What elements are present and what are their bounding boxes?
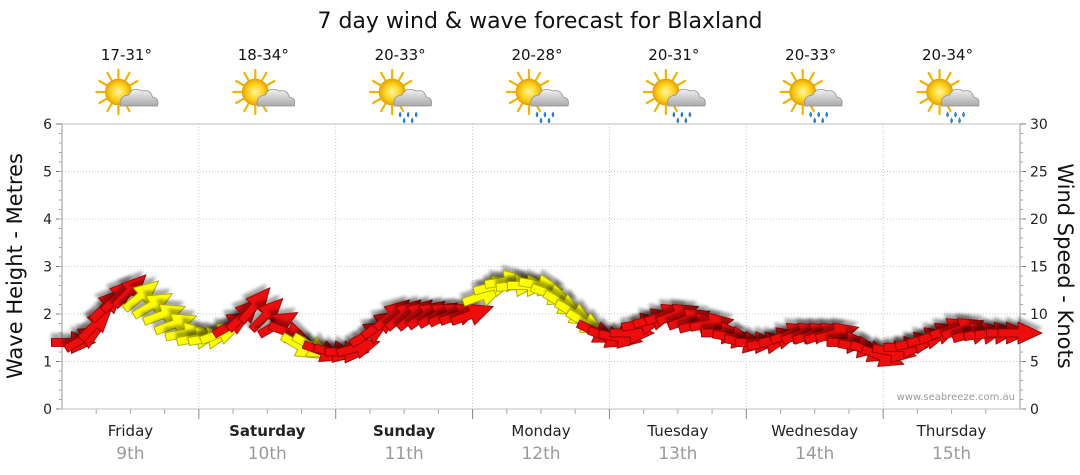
right-tick-label: 0	[1030, 402, 1039, 418]
day-labels: Friday 9th Saturday 10th Sunday 11th Monday 12t…	[95, 409, 987, 464]
temperature-range: 18-34°	[238, 46, 289, 64]
right-tick-label: 20	[1030, 212, 1048, 228]
partly-cloudy-icon	[95, 68, 159, 116]
left-axis-title: Wave Height - Metres	[3, 153, 27, 379]
day-date-label: 11th	[385, 444, 424, 464]
right-tick-label: 10	[1030, 307, 1048, 323]
left-tick-label: 3	[43, 260, 52, 276]
day-name-label: Sunday	[373, 422, 436, 440]
day-name-label: Monday	[511, 422, 570, 440]
right-tick-label: 15	[1030, 260, 1048, 276]
right-tick-label: 25	[1030, 165, 1048, 181]
right-tick-label: 30	[1030, 117, 1048, 133]
temperature-range: 20-28°	[511, 46, 562, 64]
wind-arrow	[131, 293, 173, 320]
temperature-range: 20-31°	[648, 46, 699, 64]
day-name-label: Tuesday	[646, 422, 708, 440]
right-axis-title: Wind Speed - Knots	[1053, 163, 1077, 368]
wind-arrow	[153, 313, 198, 336]
day-name-label: Wednesday	[771, 422, 858, 440]
wind-arrow	[111, 274, 147, 310]
day-date-label: 12th	[521, 444, 560, 464]
right-axis: 0 5 10 15 20 25 30	[1019, 117, 1048, 418]
left-tick-label: 2	[43, 307, 52, 323]
wind-arrow	[997, 321, 1043, 345]
daily-forecast-strip: 17-31° 18-34° 20-33° 20-28° 20-31° 20-33° 20-3…	[95, 46, 980, 124]
temperature-range: 17-31°	[101, 46, 152, 64]
rain-shower-icon	[779, 68, 843, 124]
wind-arrow	[121, 280, 160, 313]
day-date-label: 14th	[795, 444, 834, 464]
wind-arrow	[238, 287, 271, 325]
temperature-range: 20-34°	[922, 46, 973, 64]
left-axis: 0 1 2 3 4 5 6	[43, 117, 63, 418]
day-name-label: Friday	[108, 422, 154, 440]
day-date-label: 13th	[658, 444, 697, 464]
wind-arrows	[51, 269, 1043, 367]
plot-area	[61, 123, 1021, 410]
watermark: www.seabreeze.com.au	[897, 392, 1015, 403]
rain-shower-icon	[916, 68, 980, 124]
day-date-label: 9th	[116, 444, 144, 464]
wind-arrow	[450, 303, 494, 326]
wind-arrow	[142, 303, 186, 326]
rain-shower-icon	[642, 68, 706, 124]
left-tick-label: 1	[43, 355, 52, 371]
temperature-range: 20-33°	[375, 46, 426, 64]
rain-shower-icon	[505, 68, 569, 124]
left-tick-label: 6	[43, 117, 52, 133]
day-name-label: Saturday	[229, 422, 306, 440]
day-name-label: Thursday	[916, 422, 987, 440]
temperature-range: 20-33°	[785, 46, 836, 64]
day-date-label: 15th	[932, 444, 971, 464]
chart-title: 7 day wind & wave forecast for Blaxland	[317, 9, 762, 34]
right-tick-label: 5	[1030, 355, 1039, 371]
left-tick-label: 5	[43, 165, 52, 181]
left-tick-label: 0	[43, 402, 52, 418]
partly-cloudy-icon	[232, 68, 296, 116]
rain-shower-icon	[369, 68, 432, 124]
day-date-label: 10th	[248, 444, 287, 464]
left-tick-label: 4	[43, 212, 52, 228]
wind-arrow	[248, 298, 284, 333]
